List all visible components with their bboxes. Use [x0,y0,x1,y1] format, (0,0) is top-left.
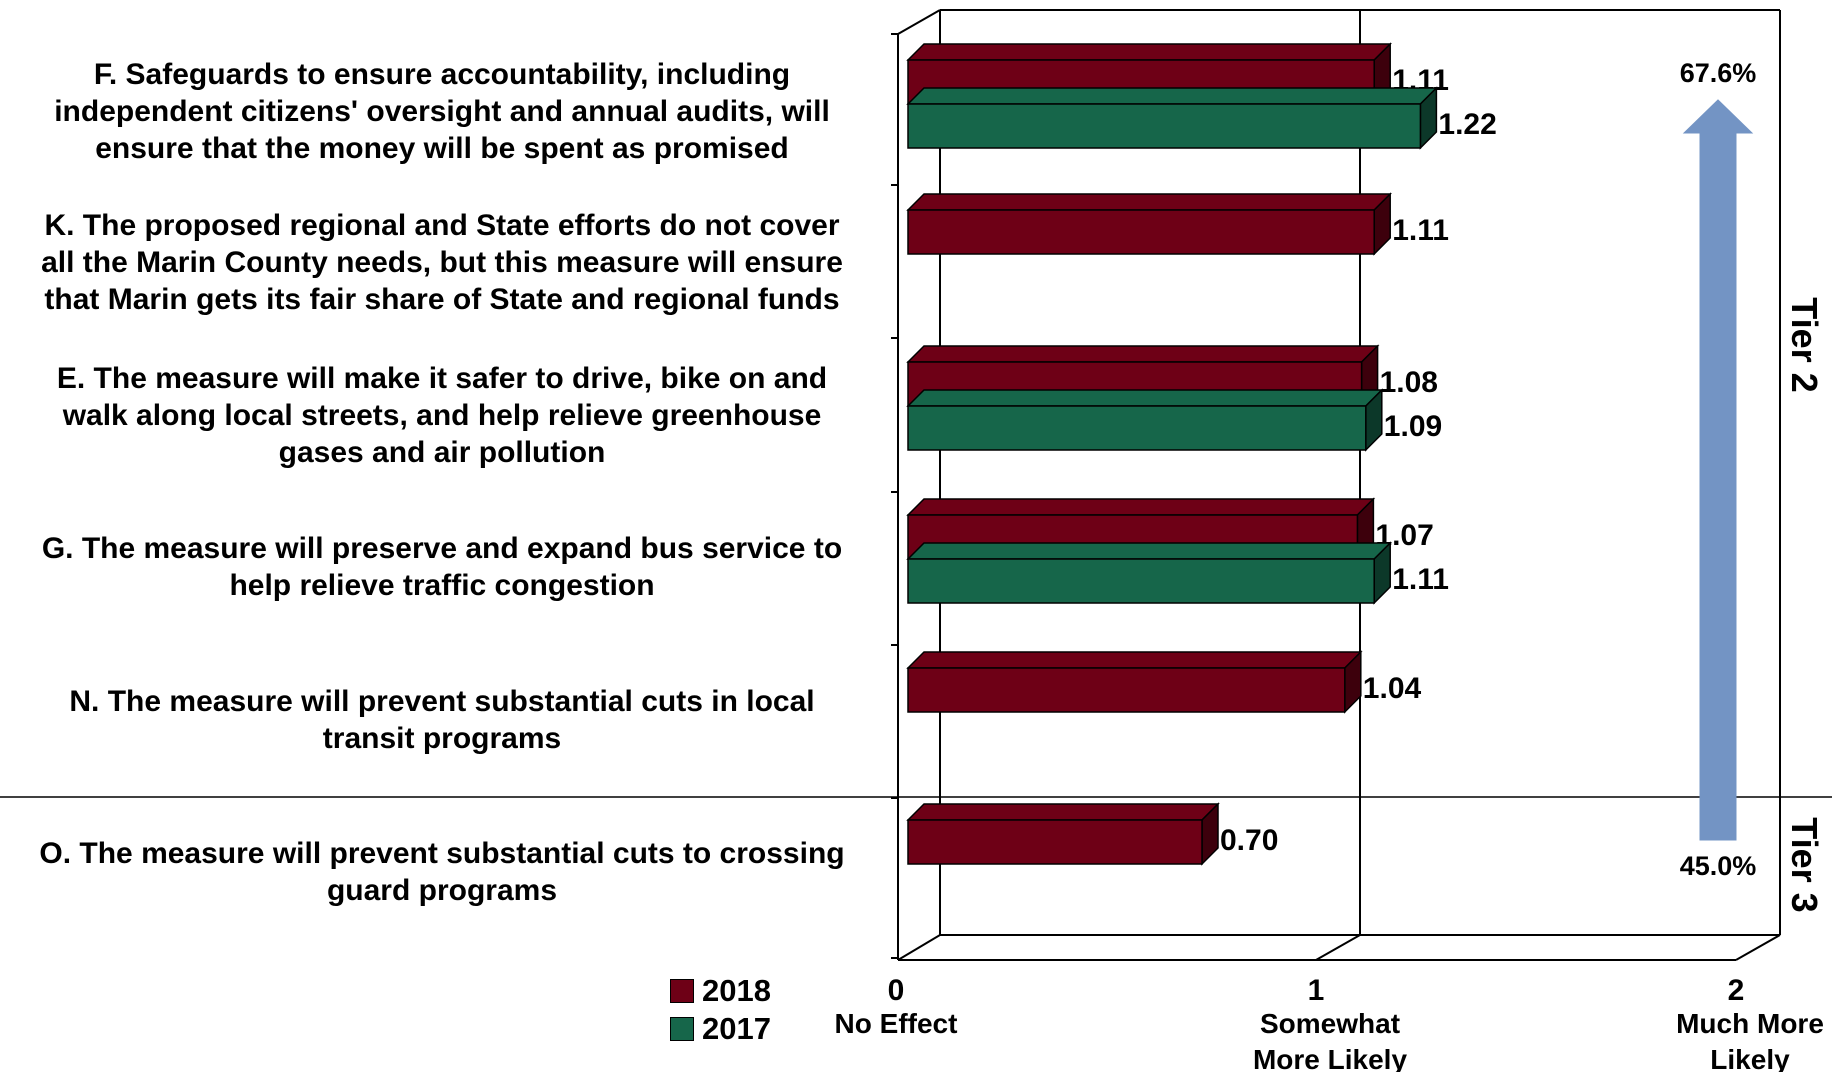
category-label-line: independent citizens' oversight and annu… [54,95,830,128]
category-label: K. The proposed regional and State effor… [8,207,876,318]
x-tick-label: No Effect [835,1008,958,1039]
bar-top-face [906,193,1393,211]
category-label-line: transit programs [322,722,562,755]
category-label: E. The measure will make it safer to dri… [8,360,876,471]
category-label-line: G. The measure will preserve and expand … [41,532,843,565]
bar-top-face [906,87,1439,105]
category-label-line: O. The measure will prevent substantial … [39,837,845,870]
side-wall-top [897,9,941,35]
category-label: F. Safeguards to ensure accountability, … [8,56,876,167]
category-label-line: E. The measure will make it safer to dri… [56,362,828,395]
data-label: 1.08 [1380,366,1438,399]
data-label: 1.11 [1392,563,1449,596]
legend-swatch [670,979,694,1003]
x-tick-label: Much More [1676,1008,1824,1039]
category-label: G. The measure will preserve and expand … [8,530,876,604]
bar-2017 [907,405,1367,451]
bar-top-face [906,345,1380,363]
arrow-top-label: 67.6% [1680,58,1757,88]
up-arrow [1682,99,1754,841]
category-label-line: all the Marin County needs, but this mea… [41,246,843,279]
category-label-line: N. The measure will prevent substantial … [69,685,815,718]
bar-top-face [906,43,1393,61]
category-label-line: K. The proposed regional and State effor… [44,209,840,242]
bar-2018 [907,209,1375,255]
legend-item: 2017 [670,1011,771,1049]
legend-item: 2018 [670,973,771,1011]
tier-label: Tier 2 [1784,297,1825,392]
category-label-line: that Marin gets its fair share of State … [44,283,840,316]
bar-top-face [906,542,1393,560]
bar-top-face [906,498,1376,516]
floor-grid-1 [1315,934,1361,961]
legend: 2018 2017 [670,973,771,1049]
data-label: 1.11 [1392,214,1449,247]
legend-label: 2018 [702,973,771,1008]
category-label-line: help relieve traffic congestion [229,569,655,602]
legend-label: 2017 [702,1011,771,1046]
bar-top-face [906,389,1384,407]
category-label-line: guard programs [326,874,558,907]
tier-label: Tier 3 [1784,817,1825,912]
x-tick-label: Somewhat [1260,1008,1400,1039]
category-label-line: F. Safeguards to ensure accountability, … [93,58,791,91]
bar-2017 [907,103,1422,149]
category-label: O. The measure will prevent substantial … [8,835,876,909]
bar-top-face [906,803,1220,821]
bar-2018 [907,819,1203,865]
bar-2017 [907,558,1375,604]
floor-right-edge [1735,934,1781,961]
category-label-line: gases and air pollution [278,436,606,469]
floor-left-edge [897,934,941,961]
x-tick-number: 1 [1308,974,1325,1007]
data-label: 0.70 [1220,824,1278,857]
data-label: 1.09 [1384,410,1442,443]
legend-swatch [670,1017,694,1041]
x-tick-label: More Likely [1253,1044,1407,1072]
x-tick-number: 2 [1728,974,1745,1007]
category-label-line: ensure that the money will be spent as p… [95,132,789,165]
category-label-line: walk along local streets, and help relie… [62,399,822,432]
bar-top-face [906,651,1363,669]
data-label: 1.22 [1438,108,1496,141]
bar-2018 [907,667,1346,713]
data-label: 1.04 [1363,672,1422,705]
x-tick-number: 0 [888,974,905,1007]
arrow-bottom-label: 45.0% [1680,851,1757,881]
x-tick-label: Likely [1710,1044,1790,1072]
category-label: N. The measure will prevent substantial … [8,683,876,757]
